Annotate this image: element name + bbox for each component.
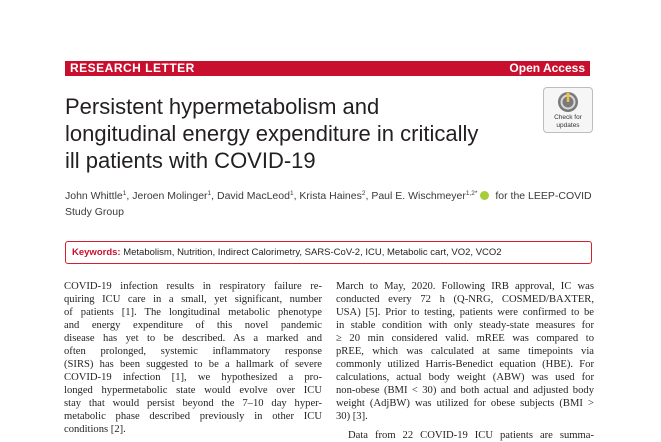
text-line: disease has yet to be described. As a ma… [64,333,322,344]
title-line-1: Persistent hypermetabolism and [65,94,380,119]
author-list: John Whittle1, Jeroen Molinger1, David M… [65,186,605,220]
text-line: conditions [2]. [64,424,126,435]
text-line: calculations, actual body weight (ABW) w… [336,372,594,383]
keywords-box: Keywords: Metabolism, Nutrition, Indirec… [65,241,592,264]
text-line: metabolic phase described previously in … [64,411,322,422]
check-for-updates-button[interactable]: Check for updates [543,87,593,133]
text-line: non-obese (BMI < 30) and both actual and… [336,385,594,396]
author-name[interactable]: , Paul E. Wischmeyer [365,190,466,202]
text-line: often prolonged, systemic inflammatory r… [64,346,322,357]
text-line: 30) [3]. [336,411,368,422]
author-name[interactable]: John Whittle [65,190,123,202]
text-line: COVID-19 infection results in respirator… [64,281,322,292]
title-line-2: longitudinal energy expenditure in criti… [65,121,479,146]
body-column-right: March to May, 2020. Following IRB approv… [336,280,594,442]
text-line: (SIRS) has been suggested to be a hallma… [64,359,322,370]
check-for-updates-icon [558,92,578,112]
text-line: of patients [1]. The longitudinal metabo… [64,307,322,318]
article-type-banner: RESEARCH LETTER Open Access [65,61,590,76]
keywords-text: Metabolism, Nutrition, Indirect Calorime… [120,247,502,258]
body-column-left: COVID-19 infection results in respirator… [64,280,322,436]
text-line: weight (AdjBW) was utilized for obese su… [336,398,594,409]
check-for-updates-label: Check for updates [554,114,582,129]
text-line: stay that would persist beyond the 7–10 … [64,398,322,409]
text-line: COVID-19 infection [1], we hypothesized … [64,372,322,383]
article-type-label: RESEARCH LETTER [70,61,195,75]
text-line: March to May, 2020. Following IRB approv… [336,281,594,292]
author-name[interactable]: , Krista Haines [293,190,362,202]
text-line: pREE, which was calculated at same timep… [336,346,594,357]
text-line: quiring ICU care in a small, yet signifi… [64,294,322,305]
text-line: and energy expenditure of this novel pan… [64,320,322,331]
study-group: for the LEEP-COVID [492,190,592,202]
text-line: Data from 22 COVID-19 ICU patients are s… [348,430,594,441]
orcid-icon[interactable] [480,191,490,200]
text-line: ≥ 20 min considered valid. mREE was comp… [336,333,594,344]
author-name[interactable]: , Jeroen Molinger [126,190,208,202]
title-line-3: ill patients with COVID-19 [65,148,316,173]
study-group-line: Study Group [65,206,124,218]
keywords-label: Keywords: [72,247,121,258]
text-line: longed hypermetabolic state would evolve… [64,385,322,396]
text-line: commonly utilized Harris-Benedict equati… [336,359,594,370]
open-access-label[interactable]: Open Access [509,61,585,75]
article-title: Persistent hypermetabolism and longitudi… [65,93,535,174]
text-line: in stable condition with only steady-sta… [336,320,594,331]
text-line: USA) [5]. Prior to testing, patients wer… [336,307,594,318]
author-name[interactable]: , David MacLeod [211,190,290,202]
text-line: conducted every 72 h (Q-NRG, COSMED/BAXT… [336,294,594,305]
